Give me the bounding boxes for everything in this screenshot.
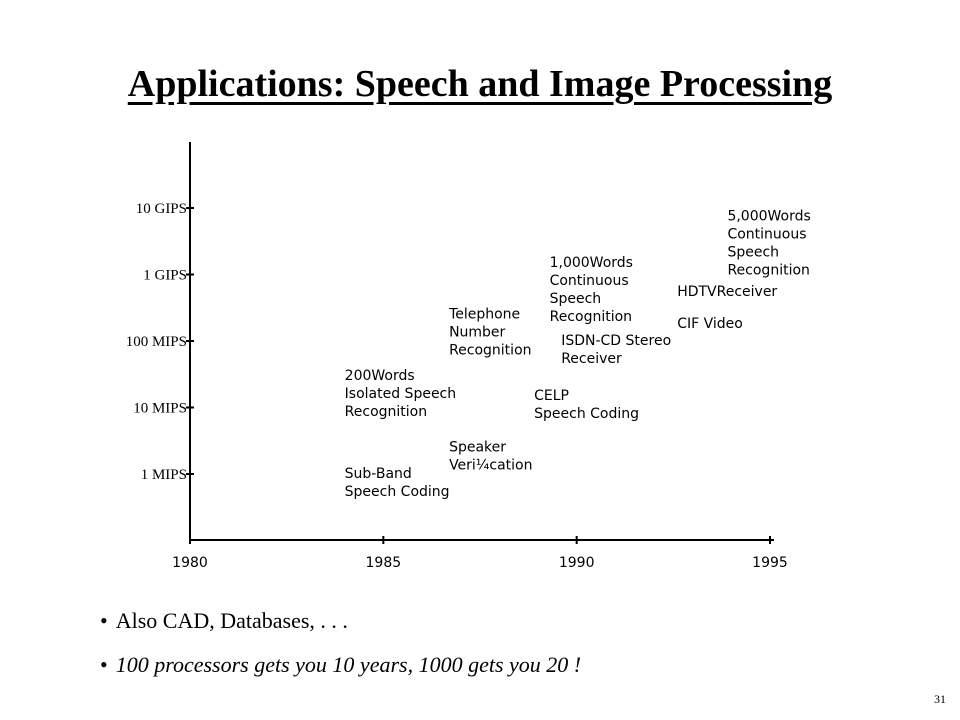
x-tick-label: 1985 xyxy=(366,555,402,571)
application-label-line: 5,000Words xyxy=(727,208,810,224)
bullet-text: 100 processors gets you 10 years, 1000 g… xyxy=(115,652,582,677)
application-point: HDTVReceiver xyxy=(677,284,777,300)
y-axis-ticks: 1 MIPS 10 MIPS 100 MIPS 1 GIPS 10 GIPS xyxy=(126,201,194,483)
bullet-text: Also CAD, Databases, . . . xyxy=(115,608,348,633)
application-label-line: Speaker xyxy=(449,440,506,456)
application-label-line: 200Words xyxy=(345,368,415,384)
y-tick-label: 100 MIPS xyxy=(126,334,187,350)
application-label-line: Sub-Band xyxy=(345,466,412,482)
application-label-line: ISDN-CD Stereo xyxy=(561,333,671,349)
application-labels: Sub-Band Speech Coding 200Words Isolated Sp… xyxy=(345,208,811,500)
application-point: 1,000Words Continuous Speech Recognition xyxy=(550,255,633,325)
application-label-line: Speech Coding xyxy=(345,484,450,500)
application-label-line: 1,000Words xyxy=(550,255,633,271)
application-label-line: Receiver xyxy=(561,351,622,367)
chart-axes xyxy=(189,142,774,541)
application-point: CIF Video xyxy=(677,316,743,332)
application-label-line: Recognition xyxy=(727,262,809,278)
application-label-line: Speech Coding xyxy=(534,406,639,422)
application-label-line: Telephone xyxy=(448,307,520,323)
page-number: 31 xyxy=(934,692,946,706)
bullet-item: • 100 processors gets you 10 years, 1000 … xyxy=(100,652,582,677)
application-label-line: CIF Video xyxy=(677,316,743,332)
bullet-item: • Also CAD, Databases, . . . xyxy=(100,608,348,633)
application-label-line: Speech xyxy=(550,291,602,307)
application-point: CELP Speech Coding xyxy=(534,388,639,422)
application-label-line: Recognition xyxy=(345,404,427,420)
application-label-line: Speech xyxy=(727,244,779,260)
application-point: Telephone Number Recognition xyxy=(448,307,531,359)
application-point: 200Words Isolated Speech Recognition xyxy=(345,368,456,420)
x-tick-label: 1990 xyxy=(559,555,595,571)
application-label-line: Recognition xyxy=(449,343,531,359)
slide-title: Applications: Speech and Image Processin… xyxy=(127,63,833,105)
application-point: Sub-Band Speech Coding xyxy=(345,466,450,500)
y-tick-label: 1 GIPS xyxy=(143,268,187,284)
application-label-line: Veri¼cation xyxy=(449,458,532,474)
application-label-line: Isolated Speech xyxy=(345,386,456,402)
x-axis-ticks: 1980 1985 1990 1995 xyxy=(172,536,788,571)
y-tick-label: 10 MIPS xyxy=(133,401,187,417)
y-tick-label: 1 MIPS xyxy=(141,467,187,483)
application-label-line: Recognition xyxy=(550,309,632,325)
x-tick-label: 1995 xyxy=(752,555,788,571)
application-point: Speaker Veri¼cation xyxy=(449,440,532,474)
application-label-line: HDTVReceiver xyxy=(677,284,777,300)
application-label-line: CELP xyxy=(534,388,569,404)
application-point: ISDN-CD Stereo Receiver xyxy=(561,333,671,367)
application-point: 5,000Words Continuous Speech Recognition xyxy=(727,208,810,278)
y-tick-label: 10 GIPS xyxy=(136,201,187,217)
application-label-line: Number xyxy=(449,325,505,341)
application-label-line: Continuous xyxy=(727,226,806,242)
application-label-line: Continuous xyxy=(550,273,629,289)
x-tick-label: 1980 xyxy=(172,555,208,571)
